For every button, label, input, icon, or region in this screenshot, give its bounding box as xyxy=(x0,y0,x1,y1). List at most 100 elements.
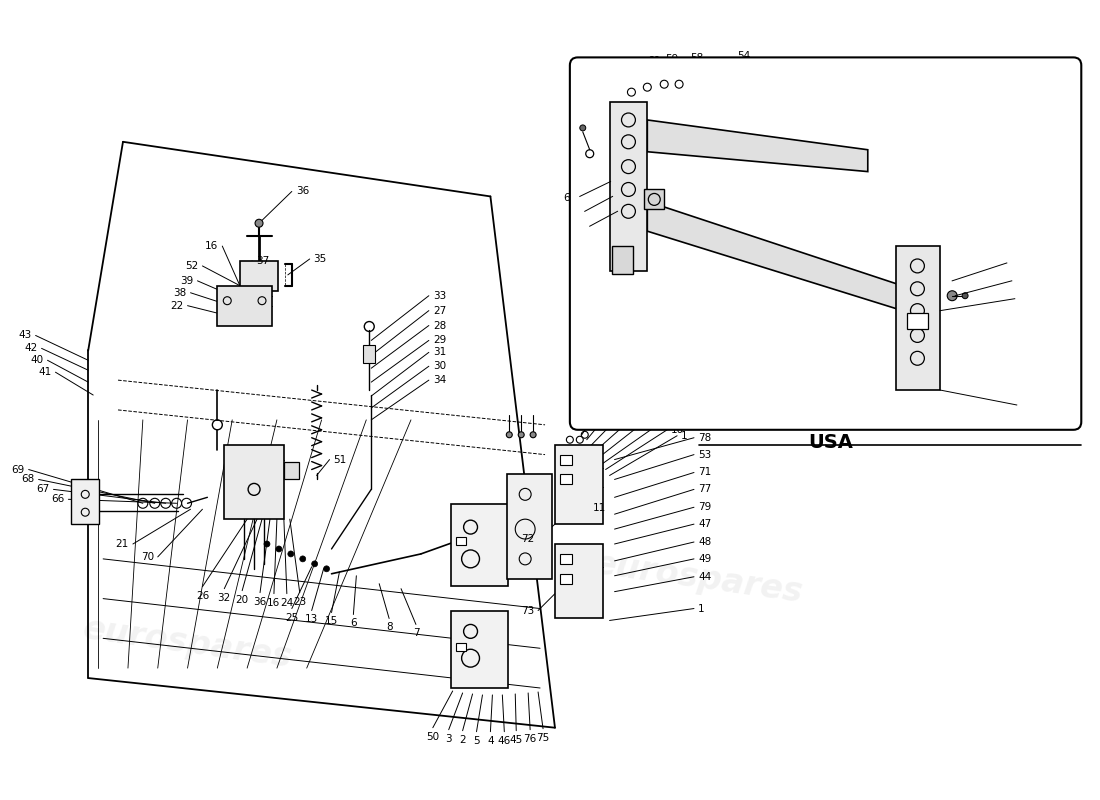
Text: 42: 42 xyxy=(24,343,37,354)
Text: 24: 24 xyxy=(280,598,294,608)
Bar xyxy=(224,445,284,519)
Bar xyxy=(560,454,572,465)
Bar xyxy=(560,554,572,564)
Text: 13: 13 xyxy=(305,614,318,625)
Text: 16: 16 xyxy=(205,241,218,251)
Text: 66: 66 xyxy=(51,494,65,504)
Text: 7: 7 xyxy=(412,629,419,638)
Text: 48: 48 xyxy=(698,537,712,547)
Bar xyxy=(556,445,603,524)
Text: USA: USA xyxy=(808,434,854,452)
Text: 1: 1 xyxy=(681,430,688,441)
Bar xyxy=(906,313,928,329)
Bar xyxy=(284,462,299,479)
Text: 73: 73 xyxy=(521,606,535,615)
Text: 36: 36 xyxy=(296,186,309,197)
Text: 46: 46 xyxy=(497,736,510,746)
FancyArrowPatch shape xyxy=(958,89,1049,158)
Text: 68: 68 xyxy=(21,474,34,485)
Text: 29: 29 xyxy=(432,335,447,346)
Text: 69: 69 xyxy=(11,465,24,474)
Text: 64: 64 xyxy=(1014,276,1028,286)
Text: 14: 14 xyxy=(624,395,637,405)
Bar xyxy=(218,286,272,326)
Bar xyxy=(455,537,465,545)
Text: 34: 34 xyxy=(432,375,447,385)
Circle shape xyxy=(530,432,536,438)
Text: 39: 39 xyxy=(180,276,194,286)
Text: 27: 27 xyxy=(432,306,447,316)
Text: 33: 33 xyxy=(432,290,447,301)
Text: 41: 41 xyxy=(39,367,52,377)
Text: 78: 78 xyxy=(698,433,712,442)
Circle shape xyxy=(264,541,270,547)
Circle shape xyxy=(947,290,957,301)
Text: 53: 53 xyxy=(698,450,712,460)
Text: 57: 57 xyxy=(573,223,586,234)
Text: 75: 75 xyxy=(663,419,676,429)
Bar xyxy=(895,246,940,390)
Text: 20: 20 xyxy=(235,594,249,605)
Text: 25: 25 xyxy=(285,613,298,622)
Text: 5: 5 xyxy=(473,736,480,746)
Text: 49: 49 xyxy=(698,554,712,564)
Text: 40: 40 xyxy=(31,355,44,366)
Text: eurospares: eurospares xyxy=(80,612,295,674)
Text: 54: 54 xyxy=(737,51,750,62)
Text: eurospares: eurospares xyxy=(592,548,805,610)
Text: 58: 58 xyxy=(691,54,704,63)
Text: 50: 50 xyxy=(427,732,439,742)
Text: 2: 2 xyxy=(612,390,618,400)
Text: 10: 10 xyxy=(671,425,684,434)
Text: 75: 75 xyxy=(537,733,550,742)
Text: 32: 32 xyxy=(218,593,231,602)
Text: 62: 62 xyxy=(569,208,582,218)
Circle shape xyxy=(255,219,263,227)
Text: 77: 77 xyxy=(698,484,712,494)
Text: 71: 71 xyxy=(698,467,712,478)
Text: 63: 63 xyxy=(628,58,641,68)
Text: 4: 4 xyxy=(487,736,494,746)
Text: 12: 12 xyxy=(644,407,657,417)
Circle shape xyxy=(506,432,513,438)
Bar xyxy=(556,544,603,618)
Bar xyxy=(507,474,552,578)
Bar xyxy=(451,610,508,688)
Text: 28: 28 xyxy=(432,321,447,330)
Text: 51: 51 xyxy=(333,454,346,465)
Circle shape xyxy=(323,566,330,572)
Text: 16: 16 xyxy=(267,598,280,608)
Text: 26: 26 xyxy=(196,590,209,601)
Text: 9: 9 xyxy=(634,401,640,411)
Text: 76: 76 xyxy=(524,734,537,744)
Text: 3: 3 xyxy=(446,734,452,744)
Text: 31: 31 xyxy=(432,347,447,358)
Text: 45: 45 xyxy=(509,734,522,745)
FancyBboxPatch shape xyxy=(570,58,1081,430)
Text: 2: 2 xyxy=(460,734,466,745)
Text: 67: 67 xyxy=(36,484,50,494)
Bar xyxy=(560,574,572,584)
Bar xyxy=(560,474,572,485)
Text: 74: 74 xyxy=(653,413,667,423)
Bar xyxy=(609,102,647,271)
Text: 59: 59 xyxy=(666,54,679,64)
Text: 35: 35 xyxy=(314,254,327,264)
Text: 55: 55 xyxy=(1010,258,1023,268)
Text: 65: 65 xyxy=(1020,402,1033,412)
Text: 70: 70 xyxy=(141,552,154,562)
Text: 22: 22 xyxy=(170,301,184,310)
Text: 72: 72 xyxy=(521,534,535,544)
Text: 11: 11 xyxy=(593,503,606,514)
Text: 79: 79 xyxy=(698,502,712,512)
Circle shape xyxy=(299,556,306,562)
Text: 44: 44 xyxy=(698,572,712,582)
Text: 56: 56 xyxy=(1018,294,1031,304)
Bar xyxy=(455,643,465,651)
Circle shape xyxy=(518,432,525,438)
Text: 6: 6 xyxy=(350,618,356,629)
Bar xyxy=(240,261,278,290)
Text: 30: 30 xyxy=(432,362,446,371)
Text: 23: 23 xyxy=(293,597,307,606)
Text: 38: 38 xyxy=(174,288,187,298)
